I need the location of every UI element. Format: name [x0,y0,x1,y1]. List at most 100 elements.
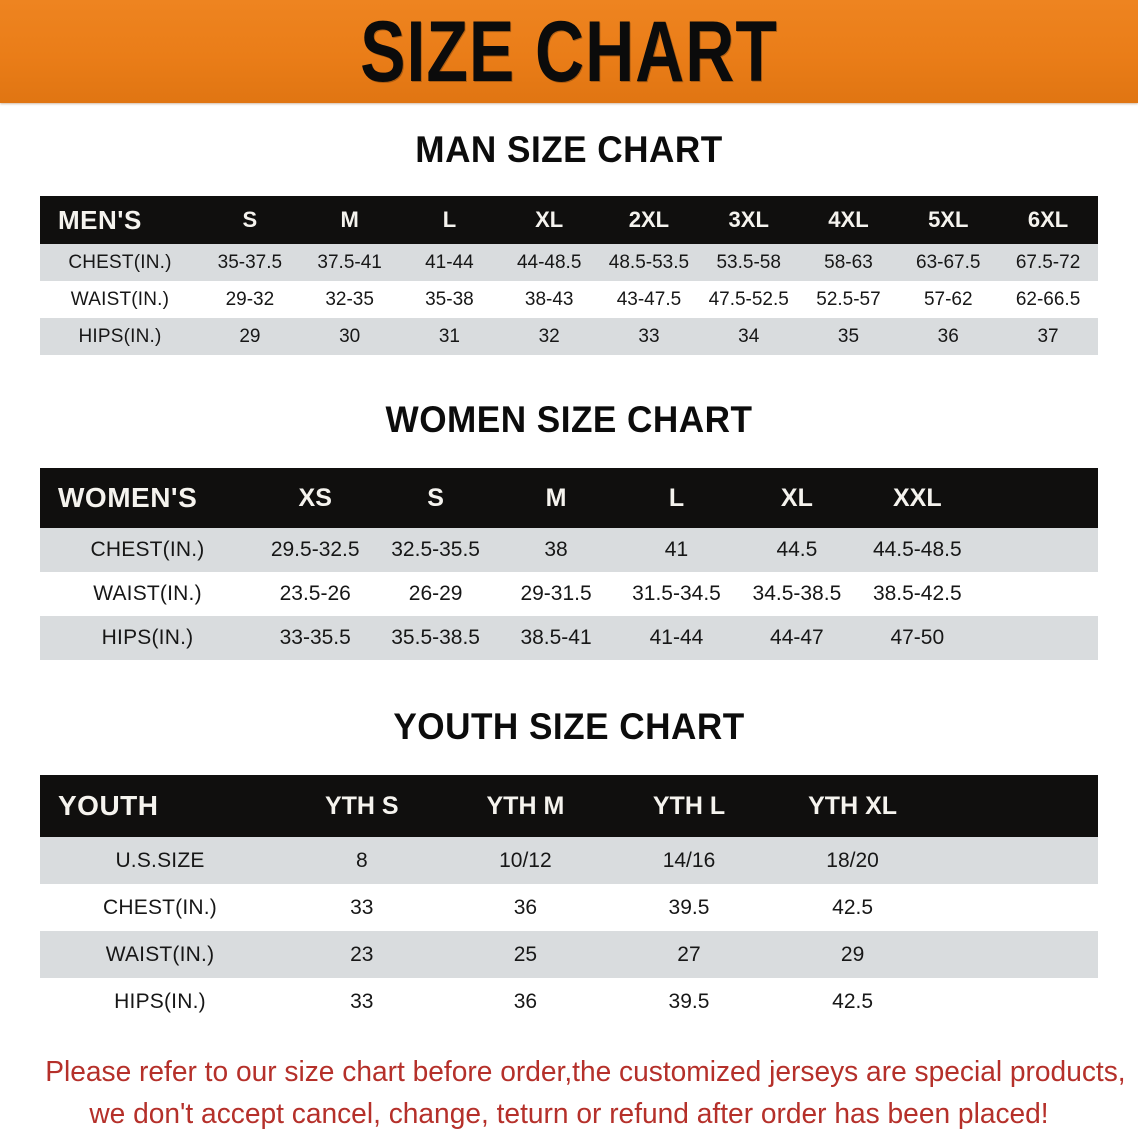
table-row: U.S.SIZE 8 10/12 14/16 18/20 [40,837,1098,884]
man-size-table: MEN'S S M L XL 2XL 3XL 4XL 5XL 6XL CHEST(IN.) 35-3… [40,196,1098,355]
row-label: WAIST(IN.) [40,931,280,978]
table-cell [977,616,1098,660]
table-cell: 34 [698,318,799,355]
table-cell: 18/20 [770,837,935,884]
table-cell: 47.5-52.5 [698,281,799,318]
disclaimer-line-2: we don't accept cancel, change, teturn o… [89,1098,1049,1131]
page-banner: SIZE CHART [0,0,1138,103]
row-label: CHEST(IN.) [40,244,200,281]
table-cell: 34.5-38.5 [736,572,858,616]
table-cell [977,528,1098,572]
table-cell: 67.5-72 [998,244,1098,281]
man-section-title: MAN SIZE CHART [415,129,723,170]
table-cell: 42.5 [770,884,935,931]
page-title: SIZE CHART [360,2,778,100]
table-cell: 58-63 [798,244,899,281]
table-cell: 38-43 [499,281,600,318]
column-header-2xl: 2XL [599,196,699,244]
column-header-l: L [616,468,737,528]
table-cell: 38.5-41 [495,616,617,660]
column-header-empty [934,775,1098,837]
table-cell: 41-44 [616,616,737,660]
row-label: WAIST(IN.) [40,281,200,318]
column-header-3xl: 3XL [698,196,799,244]
table-cell: 42.5 [770,978,935,1025]
table-cell: 35-38 [399,281,500,318]
table-cell: 32-35 [299,281,400,318]
row-label: CHEST(IN.) [40,884,280,931]
table-cell: 33-35.5 [255,616,376,660]
table-cell: 33 [599,318,699,355]
youth-table-body: U.S.SIZE 8 10/12 14/16 18/20 CHEST(IN.) 33 36 39… [40,837,1098,1025]
column-header-yth-l: YTH L [607,775,771,837]
table-row: HIPS(IN.) 33-35.5 35.5-38.5 38.5-41 41-44 44-… [40,616,1098,660]
table-row: HIPS(IN.) 33 36 39.5 42.5 [40,978,1098,1025]
youth-size-chart-section: YOUTH SIZE CHART YOUTH YTH S YTH M YTH L YTH… [0,708,1138,1025]
women-table-body: CHEST(IN.) 29.5-32.5 32.5-35.5 38 41 44.5 44.5… [40,528,1098,660]
table-cell: 39.5 [607,884,771,931]
youth-size-table: YOUTH YTH S YTH M YTH L YTH XL U.S.SIZE 8 10/1… [40,775,1098,1025]
table-corner-label: MEN'S [40,196,200,244]
table-cell [934,837,1098,884]
table-header-row: YOUTH YTH S YTH M YTH L YTH XL [40,775,1098,837]
women-table-wrap: WOMEN'S XS S M L XL XXL CHEST(IN.) 29.5-32.5 32.… [40,468,1098,660]
table-cell: 23 [280,931,444,978]
table-cell: 36 [443,884,608,931]
table-cell: 52.5-57 [798,281,899,318]
table-row: CHEST(IN.) 29.5-32.5 32.5-35.5 38 41 44.5 44.5… [40,528,1098,572]
table-cell: 48.5-53.5 [599,244,699,281]
row-label: HIPS(IN.) [40,616,255,660]
table-cell: 32 [499,318,600,355]
disclaimer-line-1: Please refer to our size chart before or… [45,1056,1126,1088]
women-size-table: WOMEN'S XS S M L XL XXL CHEST(IN.) 29.5-32.5 32.… [40,468,1098,660]
table-cell: 31 [399,318,500,355]
table-cell: 41 [616,528,737,572]
table-row: WAIST(IN.) 23.5-26 26-29 29-31.5 31.5-34.5 34… [40,572,1098,616]
man-table-head: MEN'S S M L XL 2XL 3XL 4XL 5XL 6XL [40,196,1098,244]
table-cell: 23.5-26 [255,572,376,616]
table-cell: 41-44 [399,244,500,281]
table-cell: 8 [280,837,444,884]
table-cell: 14/16 [607,837,771,884]
table-header-row: MEN'S S M L XL 2XL 3XL 4XL 5XL 6XL [40,196,1098,244]
man-table-wrap: MEN'S S M L XL 2XL 3XL 4XL 5XL 6XL CHEST(IN.) 35-3… [40,196,1098,355]
women-table-head: WOMEN'S XS S M L XL XXL [40,468,1098,528]
table-cell: 37.5-41 [299,244,400,281]
row-label: HIPS(IN.) [40,318,200,355]
order-policy-disclaimer: Please refer to our size chart before or… [45,1051,1126,1135]
man-size-chart-section: MAN SIZE CHART MEN'S S M L XL 2XL 3XL 4XL 5XL 6XL… [0,131,1138,355]
row-label: WAIST(IN.) [40,572,255,616]
column-header-yth-m: YTH M [443,775,608,837]
table-cell: 47-50 [857,616,978,660]
youth-table-head: YOUTH YTH S YTH M YTH L YTH XL [40,775,1098,837]
column-header-xl: XL [499,196,600,244]
table-corner-label: YOUTH [40,775,280,837]
table-cell: 26-29 [375,572,496,616]
table-cell: 38.5-42.5 [857,572,978,616]
table-corner-label: WOMEN'S [40,468,255,528]
table-cell: 31.5-34.5 [616,572,737,616]
column-header-yth-xl: YTH XL [770,775,935,837]
table-cell: 39.5 [607,978,771,1025]
table-cell: 44-48.5 [499,244,600,281]
table-cell: 36 [898,318,999,355]
table-cell: 62-66.5 [998,281,1098,318]
column-header-5xl: 5XL [898,196,999,244]
table-cell: 27 [607,931,771,978]
table-cell: 10/12 [443,837,608,884]
table-cell: 43-47.5 [599,281,699,318]
column-header-6xl: 6XL [998,196,1098,244]
table-cell: 35 [798,318,899,355]
column-header-s: S [200,196,300,244]
column-header-yth-s: YTH S [280,775,444,837]
table-cell: 44.5 [736,528,858,572]
table-cell: 63-67.5 [898,244,999,281]
column-header-xl: XL [736,468,858,528]
row-label: U.S.SIZE [40,837,280,884]
table-cell: 32.5-35.5 [375,528,496,572]
table-cell: 36 [443,978,608,1025]
table-cell: 53.5-58 [698,244,799,281]
table-cell: 29-32 [200,281,300,318]
table-row: CHEST(IN.) 33 36 39.5 42.5 [40,884,1098,931]
table-cell: 25 [443,931,608,978]
